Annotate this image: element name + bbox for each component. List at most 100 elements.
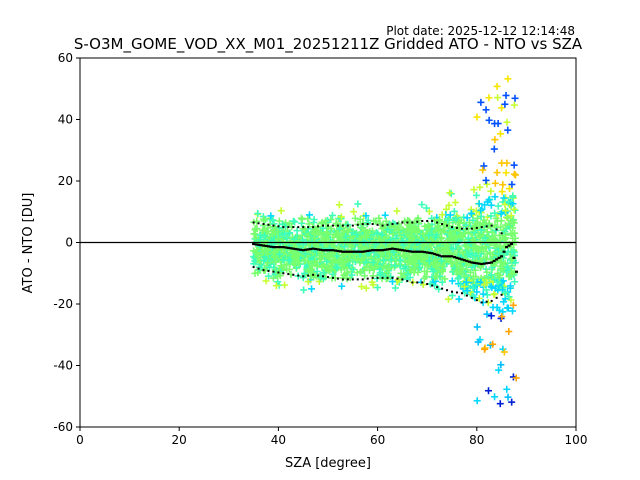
scatter-point xyxy=(336,259,344,267)
scatter-point xyxy=(463,287,471,295)
mean-marker xyxy=(321,249,325,252)
scatter-point xyxy=(475,294,483,302)
scatter-point xyxy=(491,193,499,201)
scatter-point xyxy=(438,227,446,235)
upper-std-marker xyxy=(485,225,488,228)
scatter-point xyxy=(497,361,505,369)
mean-marker xyxy=(465,259,469,263)
scatter-point xyxy=(512,374,520,382)
mean-marker xyxy=(356,250,360,253)
scatter-point xyxy=(304,278,312,286)
scatter-point xyxy=(510,205,518,213)
mean-marker xyxy=(495,258,499,261)
scatter-point xyxy=(491,221,499,229)
upper-std-marker xyxy=(416,220,419,223)
scatter-point xyxy=(467,209,475,217)
upper-std-marker xyxy=(331,224,334,227)
lower-std-marker xyxy=(490,299,493,302)
scatter-point xyxy=(277,207,285,215)
scatter-point xyxy=(401,228,409,236)
lower-std-marker xyxy=(272,270,275,273)
upper-std-marker xyxy=(460,227,463,230)
scatter-point xyxy=(487,187,495,195)
scatter-point xyxy=(509,193,517,201)
upper-std-marker xyxy=(500,232,503,235)
scatter-point xyxy=(501,221,509,229)
upper-std-marker xyxy=(396,222,399,225)
y-axis-ticks: -60 -40 -20 0 20 40 60 xyxy=(53,51,80,434)
scatter-point xyxy=(365,229,373,237)
scatter-point xyxy=(483,228,491,236)
scatter-point xyxy=(437,244,445,252)
scatter-point xyxy=(419,230,427,238)
scatter-point xyxy=(447,190,455,198)
scatter-point xyxy=(421,267,429,275)
scatter-point xyxy=(506,220,514,228)
scatter-point xyxy=(418,201,426,209)
scatter-point xyxy=(283,261,291,269)
scatter-point xyxy=(468,235,476,243)
upper-std-marker xyxy=(446,224,449,227)
scatter-point xyxy=(474,247,482,255)
scatter-point xyxy=(498,159,506,167)
mean-marker xyxy=(457,257,461,260)
scatter-point xyxy=(482,286,490,294)
scatter-point xyxy=(438,257,446,265)
scatter-point xyxy=(464,244,472,252)
scatter-point xyxy=(332,219,340,227)
scatter-point xyxy=(460,272,468,280)
scatter-point xyxy=(477,206,485,214)
mean-marker xyxy=(358,250,362,253)
mean-marker xyxy=(301,249,305,252)
mean-marker xyxy=(497,256,501,259)
upper-std-marker xyxy=(262,223,265,226)
scatter-point xyxy=(463,214,471,222)
scatter-point xyxy=(457,231,465,239)
scatter-point xyxy=(407,226,415,234)
scatter-point xyxy=(472,191,480,199)
scatter-point xyxy=(387,256,395,264)
mean-marker xyxy=(462,259,466,262)
mean-marker xyxy=(490,261,494,264)
scatter-point xyxy=(389,230,397,238)
mean-marker xyxy=(269,245,273,248)
scatter-point xyxy=(310,230,318,238)
scatter-point xyxy=(455,274,463,282)
upper-std-marker xyxy=(307,226,310,229)
x-axis-label: SZA [degree] xyxy=(285,456,371,471)
scatter-point xyxy=(496,130,504,138)
scatter-point xyxy=(494,94,502,102)
y-tick-label: -60 xyxy=(53,420,73,434)
scatter-point xyxy=(510,170,518,178)
upper-std-marker xyxy=(361,223,364,226)
lower-std-marker xyxy=(495,296,498,299)
scatter-point xyxy=(370,217,378,225)
scatter-point xyxy=(495,250,503,258)
scatter-point xyxy=(276,250,284,258)
lower-std-marker xyxy=(480,301,483,304)
x-axis-ticks: 0 20 40 60 80 100 xyxy=(76,427,587,447)
scatter-point xyxy=(507,212,515,220)
scatter-point xyxy=(272,282,280,290)
scatter-point xyxy=(480,162,488,170)
scatter-point xyxy=(267,212,275,220)
scatter-point xyxy=(451,227,459,235)
scatter-point xyxy=(385,265,393,273)
scatter-point xyxy=(439,248,447,256)
upper-std-marker xyxy=(465,227,468,230)
lower-std-marker xyxy=(287,273,290,276)
scatter-point xyxy=(350,208,358,216)
statistics-series-layer xyxy=(252,219,518,304)
scatter-point xyxy=(313,267,321,275)
scatter-point xyxy=(481,345,489,353)
scatter-point xyxy=(425,231,433,239)
mean-marker xyxy=(428,251,432,254)
scatter-point xyxy=(333,252,341,260)
scatter-point xyxy=(501,289,509,297)
lower-std-marker xyxy=(451,290,453,293)
mean-marker xyxy=(430,252,434,255)
lower-std-marker xyxy=(426,283,429,286)
scatter-point xyxy=(449,245,457,253)
scatter-point xyxy=(499,308,507,316)
lower-std-marker xyxy=(317,274,320,277)
